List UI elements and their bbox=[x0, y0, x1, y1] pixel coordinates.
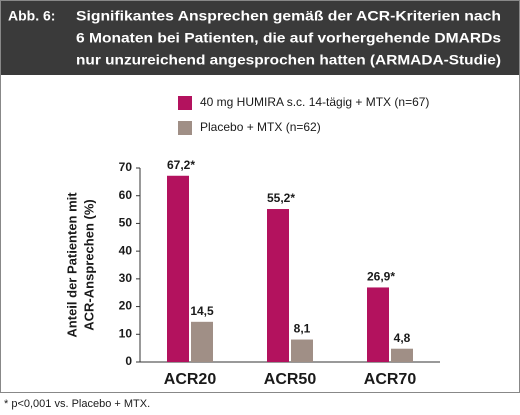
y-tick-label: 10 bbox=[119, 326, 133, 340]
value-label: 4,8 bbox=[394, 331, 411, 345]
bar bbox=[291, 339, 313, 362]
y-tick-label: 30 bbox=[119, 271, 133, 285]
x-tick-label: ACR50 bbox=[264, 371, 317, 388]
bar bbox=[367, 287, 389, 362]
value-label: 26,9* bbox=[367, 270, 395, 284]
legend-label: Placebo + MTX (n=62) bbox=[200, 120, 321, 134]
y-tick-label: 40 bbox=[119, 243, 133, 257]
legend-swatch bbox=[178, 121, 192, 135]
bar bbox=[267, 209, 289, 362]
y-tick-label: 60 bbox=[119, 188, 133, 202]
footnote: * p<0,001 vs. Placebo + MTX. bbox=[4, 398, 150, 410]
value-label: 67,2* bbox=[167, 158, 195, 172]
value-label: 8,1 bbox=[294, 322, 311, 336]
legend-label: 40 mg HUMIRA s.c. 14-tägig + MTX (n=67) bbox=[200, 95, 429, 109]
bar bbox=[391, 348, 413, 362]
value-label: 55,2* bbox=[267, 191, 295, 205]
x-tick-label: ACR20 bbox=[164, 371, 217, 388]
chart-title: 6 Monaten bei Patienten, die auf vorherg… bbox=[76, 30, 501, 46]
bar bbox=[167, 175, 189, 362]
legend-swatch bbox=[178, 96, 192, 110]
y-tick-label: 20 bbox=[119, 299, 133, 313]
chart-title: Signifikantes Ansprechen gemäß der ACR-K… bbox=[76, 8, 501, 24]
x-tick-label: ACR70 bbox=[364, 371, 417, 388]
y-axis-label: Anteil der Patienten mit bbox=[64, 192, 79, 338]
value-label: 14,5 bbox=[190, 304, 214, 318]
y-tick-label: 70 bbox=[119, 160, 133, 174]
y-tick-label: 50 bbox=[119, 216, 133, 230]
figure-label: Abb. 6: bbox=[8, 8, 55, 24]
bar bbox=[191, 321, 213, 362]
y-tick-label: 0 bbox=[125, 354, 132, 368]
y-axis-label: ACR-Ansprechen (%) bbox=[81, 199, 96, 330]
chart-title: nur unzureichend angesprochen hatten (AR… bbox=[76, 52, 501, 68]
header bbox=[1, 1, 519, 75]
